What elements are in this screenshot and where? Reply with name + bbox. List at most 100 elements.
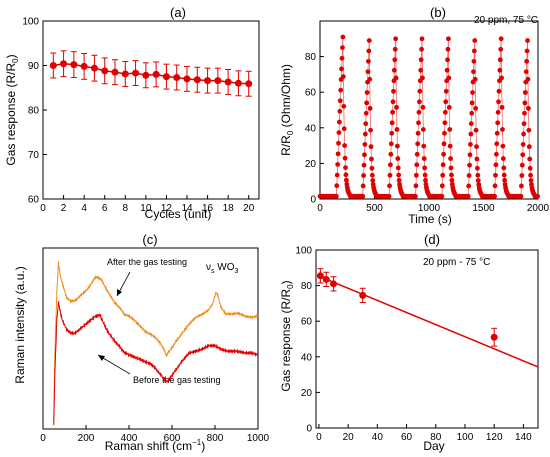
panel-b-point	[368, 144, 374, 150]
panel-b-point	[526, 105, 531, 111]
panel-a-point	[70, 61, 78, 69]
panel-b-point	[420, 127, 426, 132]
panel-b-point	[341, 126, 347, 132]
panel-b-point	[492, 193, 498, 199]
panel-b-point	[525, 76, 531, 82]
panel-b-point	[472, 38, 478, 43]
panel-d-ytick-label: 40	[301, 352, 313, 363]
panel-b-point	[336, 140, 341, 146]
panel-d: (d) 20 ppm - 75 °C Day Gas response (R/R…	[279, 232, 539, 453]
panel-b-point	[362, 131, 368, 137]
panel-b-point	[388, 151, 394, 157]
panel-b-point	[393, 75, 399, 81]
panel-a-xtick-label: 6	[102, 203, 108, 214]
panel-d-ytick-label: 20	[301, 388, 313, 399]
panel-d-xtick-label: 140	[515, 432, 532, 443]
panel-a-ytick-label: 100	[22, 17, 39, 28]
panel-b-point	[524, 48, 530, 54]
panel-b-point	[519, 183, 524, 189]
panel-a-xtick-label: 18	[223, 203, 235, 214]
panel-d-point	[322, 275, 330, 283]
panel-b-point	[447, 127, 453, 132]
panel-a-xtick-label: 4	[81, 203, 87, 214]
panel-b-point	[518, 193, 524, 199]
panel-b-point	[500, 143, 506, 149]
panel-b-point	[396, 177, 402, 183]
panel-b-point	[365, 58, 371, 64]
panel-b-point	[442, 130, 447, 136]
panel-c-series-after	[53, 261, 259, 420]
panel-d-point	[359, 291, 367, 299]
panel-c-xtick-label: 0	[40, 433, 46, 444]
panel-b-point	[494, 141, 500, 147]
panel-b-point	[419, 36, 425, 42]
panel-b-point	[366, 48, 372, 54]
panel-b-point	[521, 121, 527, 127]
panel-b-point	[444, 67, 450, 73]
panel-b-point	[422, 172, 428, 178]
panel-b-point	[416, 109, 422, 115]
panel-b-point	[361, 162, 367, 168]
panel-b-point	[465, 193, 471, 199]
panel-b-point	[466, 173, 472, 178]
panel-a-xtick-label: 20	[243, 203, 255, 214]
panel-b-point	[418, 57, 424, 63]
panel-b-point	[414, 162, 420, 168]
panel-a-point	[152, 70, 160, 78]
panel-c-xtick-label: 1000	[247, 433, 270, 444]
panel-b-point	[335, 151, 341, 157]
panel-a-point	[173, 74, 181, 82]
panel-b-point	[443, 88, 449, 94]
panel-b-point	[337, 119, 342, 125]
panel-b-point	[395, 165, 401, 171]
panel-c-xlabel: Raman shift (cm−1)	[105, 438, 205, 453]
panel-a-point	[49, 62, 57, 69]
panel-b-point	[466, 183, 472, 189]
panel-b-point	[525, 38, 530, 43]
panel-b-point	[337, 108, 343, 114]
panel-d-ytick-label: 0	[306, 424, 312, 435]
panel-b-point	[418, 67, 424, 73]
panel-d-point	[316, 272, 324, 280]
panel-b-point	[475, 178, 481, 183]
panel-b-point	[520, 152, 526, 158]
panel-b-point	[390, 109, 395, 115]
panel-b-point	[419, 46, 424, 52]
panel-b-point	[369, 156, 374, 162]
panel-b-xtick-label: 500	[366, 203, 383, 214]
panel-b-ytick-label: 0	[310, 195, 316, 206]
panel-a-point	[183, 75, 191, 83]
panel-b-point	[471, 69, 476, 75]
panel-b-point	[519, 173, 525, 178]
panel-b-point	[439, 193, 445, 199]
panel-b-frame	[319, 20, 539, 200]
panel-b-point	[445, 46, 451, 52]
panel-b-point	[446, 104, 452, 110]
panel-b-point	[420, 75, 425, 81]
panel-b-point	[340, 45, 345, 51]
panel-b-xtick-label: 1500	[472, 203, 495, 214]
panel-b-point	[390, 99, 396, 105]
panel-b-point	[471, 48, 477, 54]
panel-b-point	[499, 75, 504, 81]
panel-a-point	[111, 68, 119, 76]
panel-c-annotation-before: Before the gas testing	[133, 375, 221, 385]
panel-c-xlabel-sup: −1	[192, 438, 202, 447]
panel-a-point	[101, 67, 109, 75]
panel-a-frame	[42, 20, 260, 200]
panel-b-xtick-label: 1000	[418, 203, 441, 214]
panel-b-point	[443, 99, 449, 105]
panel-b-point	[340, 34, 346, 40]
panel-b-point	[499, 104, 505, 110]
panel-c-label: (c)	[142, 232, 157, 247]
panel-b-point	[471, 58, 477, 64]
panel-b-point	[370, 178, 376, 183]
panel-b-point	[474, 144, 479, 150]
panel-a-point	[162, 73, 170, 81]
panel-b-point	[495, 120, 501, 126]
panel-c-plot: 0 200 400 600 800 1000	[40, 247, 270, 444]
panel-d-point	[330, 280, 338, 288]
panel-a-point	[224, 78, 232, 86]
panel-b-point	[387, 172, 393, 178]
